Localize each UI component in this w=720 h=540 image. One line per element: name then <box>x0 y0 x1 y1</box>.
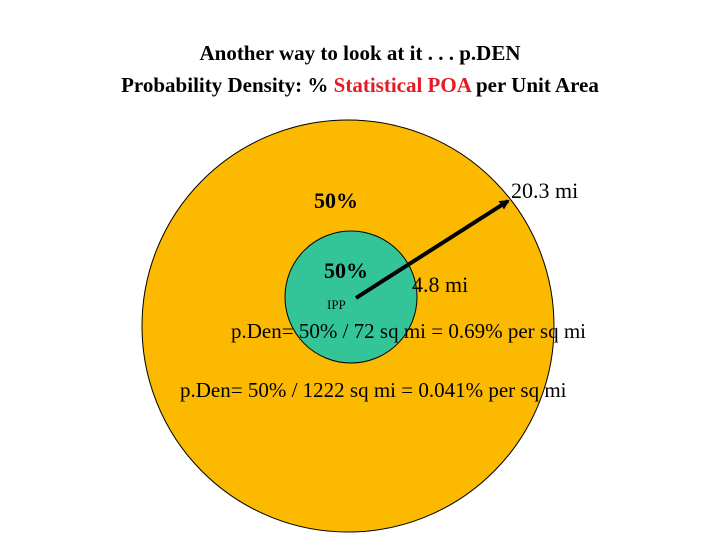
outer-percent-label: 50% <box>314 188 358 213</box>
inner-radius-label: 4.8 mi <box>412 272 469 297</box>
ipp-label: IPP <box>327 297 346 312</box>
title-line-2-prefix: Probability Density: % <box>121 73 334 97</box>
outer-density-formula: p.Den= 50% / 1222 sq mi = 0.041% per sq … <box>180 378 567 402</box>
radius-arrow <box>354 199 510 300</box>
title-line-1: Another way to look at it . . . p.DEN <box>199 41 521 65</box>
inner-percent-label: 50% <box>324 258 368 283</box>
title-line-2-suffix: per Unit Area <box>470 73 599 97</box>
title-line-2: Probability Density: % Statistical POA p… <box>0 72 720 98</box>
outer-radius-label: 20.3 mi <box>511 178 579 203</box>
inner-search-area-circle <box>284 230 418 364</box>
inner-density-formula: p.Den= 50% / 72 sq mi = 0.69% per sq mi <box>231 319 586 343</box>
title-accent-text: Statistical POA <box>333 73 471 97</box>
